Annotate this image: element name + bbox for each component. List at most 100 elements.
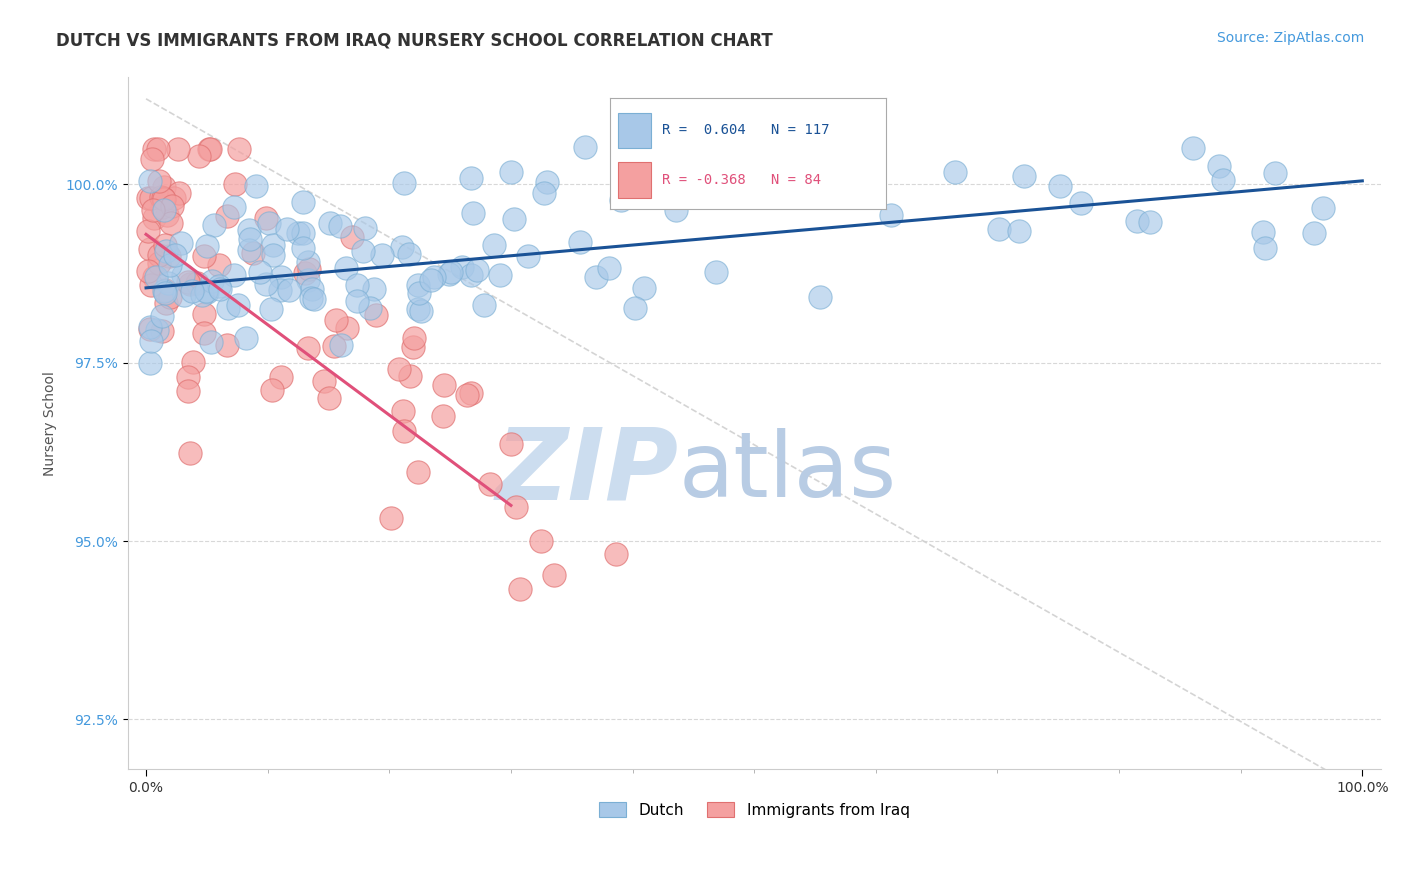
Point xyxy=(598,261,620,276)
Point xyxy=(160,216,183,230)
Point xyxy=(610,194,633,208)
Point xyxy=(346,277,368,292)
Point xyxy=(364,309,387,323)
Point xyxy=(1254,241,1277,255)
Point xyxy=(479,477,502,491)
Point xyxy=(141,334,163,348)
Point xyxy=(340,230,363,244)
Point xyxy=(509,582,531,597)
Point xyxy=(456,388,478,402)
Point xyxy=(153,285,176,299)
Text: atlas: atlas xyxy=(679,428,897,516)
Point xyxy=(270,369,292,384)
Point xyxy=(193,326,215,340)
Point xyxy=(406,465,429,479)
Point xyxy=(433,378,456,392)
Point xyxy=(1008,224,1031,238)
Point xyxy=(330,337,353,351)
Point xyxy=(502,212,524,227)
Point xyxy=(336,320,359,334)
Point xyxy=(423,269,446,284)
Point xyxy=(411,303,433,318)
Point xyxy=(451,260,474,274)
Point xyxy=(398,247,420,261)
Point xyxy=(181,284,204,298)
Point xyxy=(193,249,215,263)
Point xyxy=(179,446,201,460)
Point xyxy=(1012,169,1035,184)
Point xyxy=(159,258,181,272)
Point xyxy=(194,285,217,299)
Point xyxy=(270,270,292,285)
Point xyxy=(141,277,163,292)
Point xyxy=(488,268,510,282)
Point xyxy=(408,285,430,300)
Point xyxy=(287,227,309,241)
Legend: Dutch, Immigrants from Iraq: Dutch, Immigrants from Iraq xyxy=(593,796,915,824)
Point xyxy=(153,202,176,217)
Point xyxy=(228,142,250,156)
Point xyxy=(217,301,239,315)
Point xyxy=(419,273,441,287)
Text: DUTCH VS IMMIGRANTS FROM IRAQ NURSERY SCHOOL CORRELATION CHART: DUTCH VS IMMIGRANTS FROM IRAQ NURSERY SC… xyxy=(56,31,773,49)
Point xyxy=(312,374,335,388)
Point xyxy=(633,281,655,295)
Point xyxy=(169,235,191,250)
Point xyxy=(277,283,299,297)
Point xyxy=(157,276,180,290)
Point xyxy=(155,237,177,252)
Point xyxy=(543,567,565,582)
Point xyxy=(880,208,903,222)
Text: Source: ZipAtlas.com: Source: ZipAtlas.com xyxy=(1216,31,1364,45)
Point xyxy=(988,222,1011,236)
Point xyxy=(160,199,183,213)
Point xyxy=(605,548,627,562)
Point xyxy=(394,176,416,190)
Point xyxy=(138,191,160,205)
Point xyxy=(145,270,167,285)
Point xyxy=(226,298,249,312)
Point xyxy=(193,307,215,321)
Point xyxy=(388,362,411,376)
Point xyxy=(370,247,392,261)
Point xyxy=(460,386,482,401)
Point xyxy=(142,211,165,226)
Point xyxy=(432,409,454,423)
Point xyxy=(392,404,415,418)
Point xyxy=(1208,160,1230,174)
Point xyxy=(224,268,246,283)
Point xyxy=(139,322,162,336)
Point xyxy=(363,282,385,296)
Point xyxy=(298,261,321,276)
Point xyxy=(165,248,187,262)
Point xyxy=(260,384,283,398)
Point xyxy=(499,165,522,179)
Point xyxy=(239,232,262,246)
Point xyxy=(179,277,201,291)
Point xyxy=(394,424,416,438)
Point xyxy=(354,221,377,235)
Point xyxy=(1049,178,1071,193)
Point xyxy=(319,216,342,230)
Point xyxy=(325,312,347,326)
Point xyxy=(808,290,831,304)
Point xyxy=(472,298,495,312)
Point xyxy=(155,244,177,259)
Point xyxy=(138,224,160,238)
Point xyxy=(585,270,607,285)
Point xyxy=(149,190,172,204)
Point xyxy=(235,331,257,345)
Point xyxy=(245,179,267,194)
Point xyxy=(301,282,323,296)
Point xyxy=(1070,196,1092,211)
Point xyxy=(177,384,200,398)
Point xyxy=(148,174,170,188)
Point xyxy=(1212,173,1234,187)
Point xyxy=(517,249,540,263)
Point xyxy=(152,180,174,194)
Point xyxy=(437,267,460,281)
Y-axis label: Nursery School: Nursery School xyxy=(44,371,58,475)
Point xyxy=(201,274,224,288)
Point xyxy=(329,219,352,233)
Point xyxy=(440,265,463,279)
